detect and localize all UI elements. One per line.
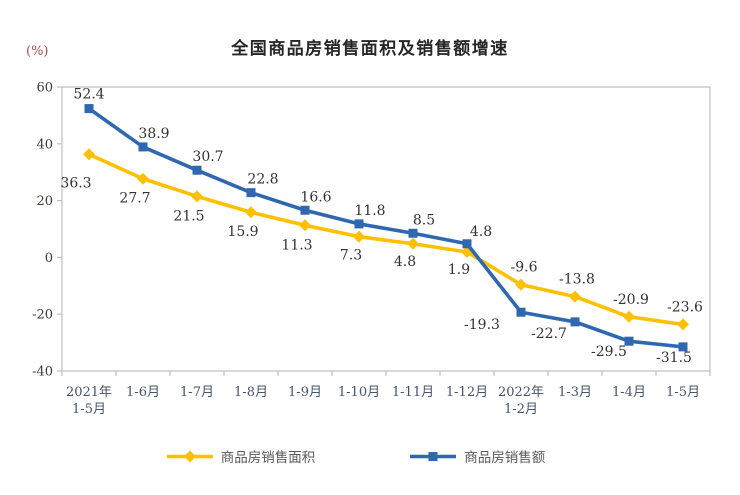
diamond-marker xyxy=(137,172,149,185)
svg-text:1-4月: 1-4月 xyxy=(612,385,646,400)
square-marker xyxy=(462,239,472,249)
svg-text:40: 40 xyxy=(36,137,53,152)
y-axis: 60 40 20 0 -20 -40 xyxy=(32,81,62,380)
legend-label-sales-area: 商品房销售面积 xyxy=(220,450,316,466)
sales-area-line-marker-icon xyxy=(166,450,213,462)
svg-text:-20: -20 xyxy=(32,308,53,323)
data-label: 30.7 xyxy=(192,149,223,165)
data-label: 36.3 xyxy=(60,175,91,191)
svg-text:-40: -40 xyxy=(32,365,53,380)
svg-text:1-12月: 1-12月 xyxy=(446,385,488,400)
diamond-marker xyxy=(515,278,527,291)
data-label: 11.8 xyxy=(354,203,385,219)
data-label: 21.5 xyxy=(173,208,204,224)
square-marker xyxy=(84,104,94,114)
square-marker xyxy=(192,165,202,175)
data-label: 7.3 xyxy=(340,248,362,264)
data-label: -9.6 xyxy=(511,260,538,276)
data-label: 4.8 xyxy=(470,224,492,240)
svg-text:1-6月: 1-6月 xyxy=(126,385,160,400)
square-marker xyxy=(354,219,364,229)
svg-text:1-11月: 1-11月 xyxy=(392,385,434,400)
data-label: 38.9 xyxy=(138,126,169,142)
svg-text:20: 20 xyxy=(36,194,53,209)
square-marker xyxy=(300,205,310,215)
data-label: 8.5 xyxy=(413,212,435,228)
square-marker xyxy=(570,317,580,327)
data-label: -23.6 xyxy=(667,299,703,315)
x-axis: 2021年 1-5月 1-6月 1-7月 1-8月 1-9月 1-10月 1-11月 1-12月… xyxy=(61,371,711,417)
chart-svg: 60 40 20 0 -20 -40 2021年 1-5月 1-6月 1-7月 1-8月 1-9月 1-… xyxy=(32,81,711,417)
data-label: 27.7 xyxy=(119,191,150,207)
legend-item-sales-area: 商品房销售面积 xyxy=(166,446,316,466)
series-sales-area: 36.3 27.7 21.5 15.9 11.3 7.3 4.8 1.9 -9.6 -13.8 -2… xyxy=(60,148,703,331)
data-label: -13.8 xyxy=(559,272,595,288)
diamond-marker xyxy=(407,237,419,250)
legend: 商品房销售面积 商品房销售额 xyxy=(0,446,726,466)
series-sales-amount: 52.4 38.9 30.7 22.8 16.6 11.8 8.5 4.8 -19.3 -22.7… xyxy=(73,87,692,366)
svg-text:0: 0 xyxy=(45,251,53,266)
data-label: -19.3 xyxy=(464,317,500,333)
square-marker xyxy=(408,228,418,238)
svg-text:1-7月: 1-7月 xyxy=(180,385,214,400)
diamond-marker xyxy=(245,206,257,219)
legend-label-sales-amount: 商品房销售额 xyxy=(464,450,546,466)
data-label: 1.9 xyxy=(448,262,470,278)
square-marker xyxy=(624,336,634,346)
square-marker xyxy=(138,142,148,152)
diamond-marker xyxy=(299,219,311,232)
diamond-marker xyxy=(569,290,581,303)
data-label: 11.3 xyxy=(281,237,312,253)
diamond-marker xyxy=(353,230,365,243)
legend-item-sales-amount: 商品房销售额 xyxy=(410,446,545,466)
square-marker xyxy=(516,307,526,317)
svg-text:60: 60 xyxy=(36,81,53,96)
diamond-marker xyxy=(191,190,203,203)
diamond-marker xyxy=(677,318,689,331)
svg-text:1-8月: 1-8月 xyxy=(234,385,268,400)
data-label: 15.9 xyxy=(227,224,258,240)
data-label: -31.5 xyxy=(656,350,692,366)
svg-text:1-10月: 1-10月 xyxy=(338,385,380,400)
data-label: 22.8 xyxy=(247,172,278,188)
chart-title: 全国商品房销售面积及销售额增速 xyxy=(231,39,509,59)
diamond-marker xyxy=(623,310,635,323)
svg-text:1-5月: 1-5月 xyxy=(666,385,700,400)
square-marker xyxy=(246,188,256,198)
data-label: 52.4 xyxy=(73,87,104,103)
data-label: 16.6 xyxy=(300,189,331,205)
y-axis-unit-label: (%) xyxy=(26,44,49,59)
diamond-marker xyxy=(83,148,95,161)
data-label: -22.7 xyxy=(531,326,567,342)
svg-text:1-9月: 1-9月 xyxy=(288,385,322,400)
data-label: 4.8 xyxy=(394,254,416,270)
svg-text:1-3月: 1-3月 xyxy=(558,385,592,400)
data-label: -20.9 xyxy=(613,292,649,308)
sales-amount-line-marker-icon xyxy=(410,451,457,461)
square-marker xyxy=(678,342,688,352)
data-label: -29.5 xyxy=(591,344,627,360)
